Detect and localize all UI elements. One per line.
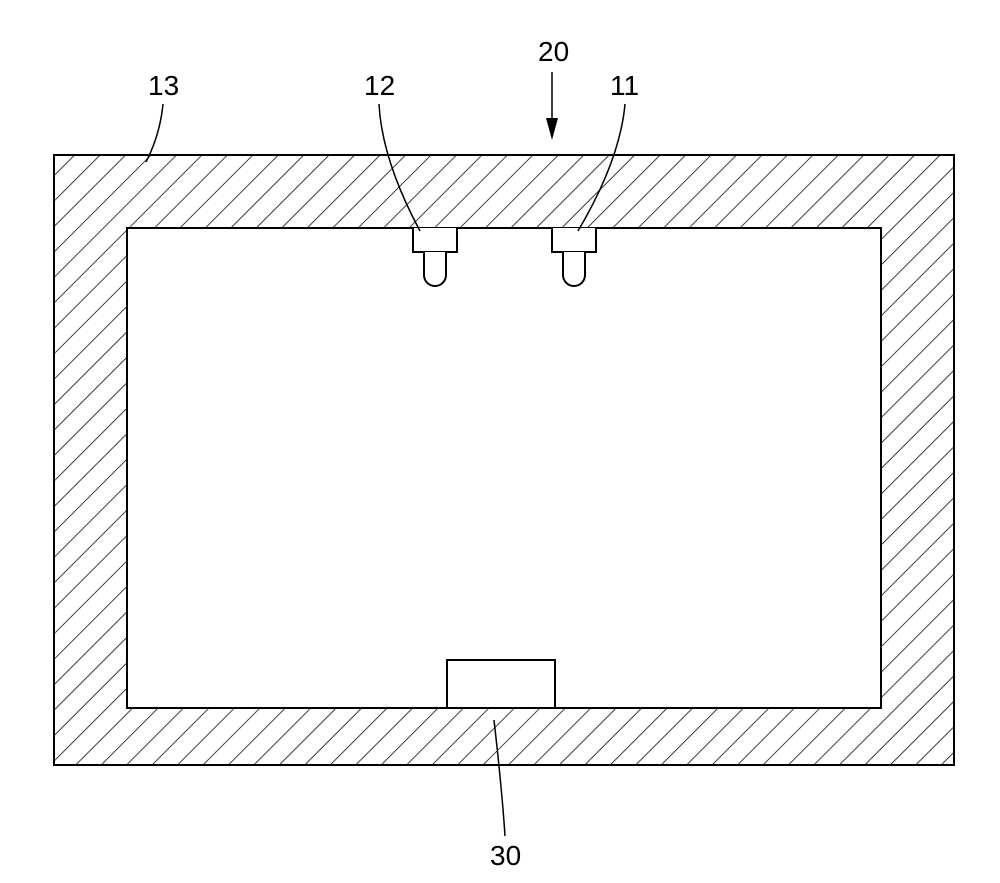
diagram-svg: [0, 0, 1000, 883]
label-30: 30: [490, 840, 521, 872]
label-11: 11: [610, 70, 639, 102]
label-13: 13: [148, 70, 179, 102]
label-12: 12: [364, 70, 395, 102]
label-20: 20: [538, 36, 569, 68]
